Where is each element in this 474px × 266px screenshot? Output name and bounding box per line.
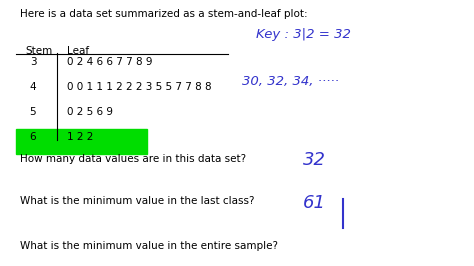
Text: 4: 4 (30, 82, 36, 92)
Text: Key : 3|2 = 32: Key : 3|2 = 32 (256, 28, 351, 41)
Text: 32: 32 (303, 151, 326, 169)
Text: Leaf: Leaf (67, 46, 90, 56)
Bar (16, 129, 147, 154)
Text: What is the minimum value in the entire sample?: What is the minimum value in the entire … (20, 241, 278, 251)
Text: 5: 5 (30, 107, 36, 117)
Text: 6: 6 (30, 132, 36, 142)
Text: What is the minimum value in the last class?: What is the minimum value in the last cl… (20, 196, 255, 206)
Text: Stem: Stem (25, 46, 52, 56)
Text: 61: 61 (303, 194, 326, 211)
Text: 30, 32, 34, ·····: 30, 32, 34, ····· (242, 75, 339, 88)
Text: 3: 3 (30, 57, 36, 67)
Text: How many data values are in this data set?: How many data values are in this data se… (20, 154, 246, 164)
Text: 0 2 5 6 9: 0 2 5 6 9 (67, 107, 113, 117)
Text: Here is a data set summarized as a stem-and-leaf plot:: Here is a data set summarized as a stem-… (20, 9, 308, 19)
Text: 1 2 2: 1 2 2 (67, 132, 94, 142)
Text: 0 0 1 1 1 2 2 2 3 5 5 7 7 8 8: 0 0 1 1 1 2 2 2 3 5 5 7 7 8 8 (67, 82, 212, 92)
Text: 0 2 4 6 6 7 7 8 9: 0 2 4 6 6 7 7 8 9 (67, 57, 153, 67)
